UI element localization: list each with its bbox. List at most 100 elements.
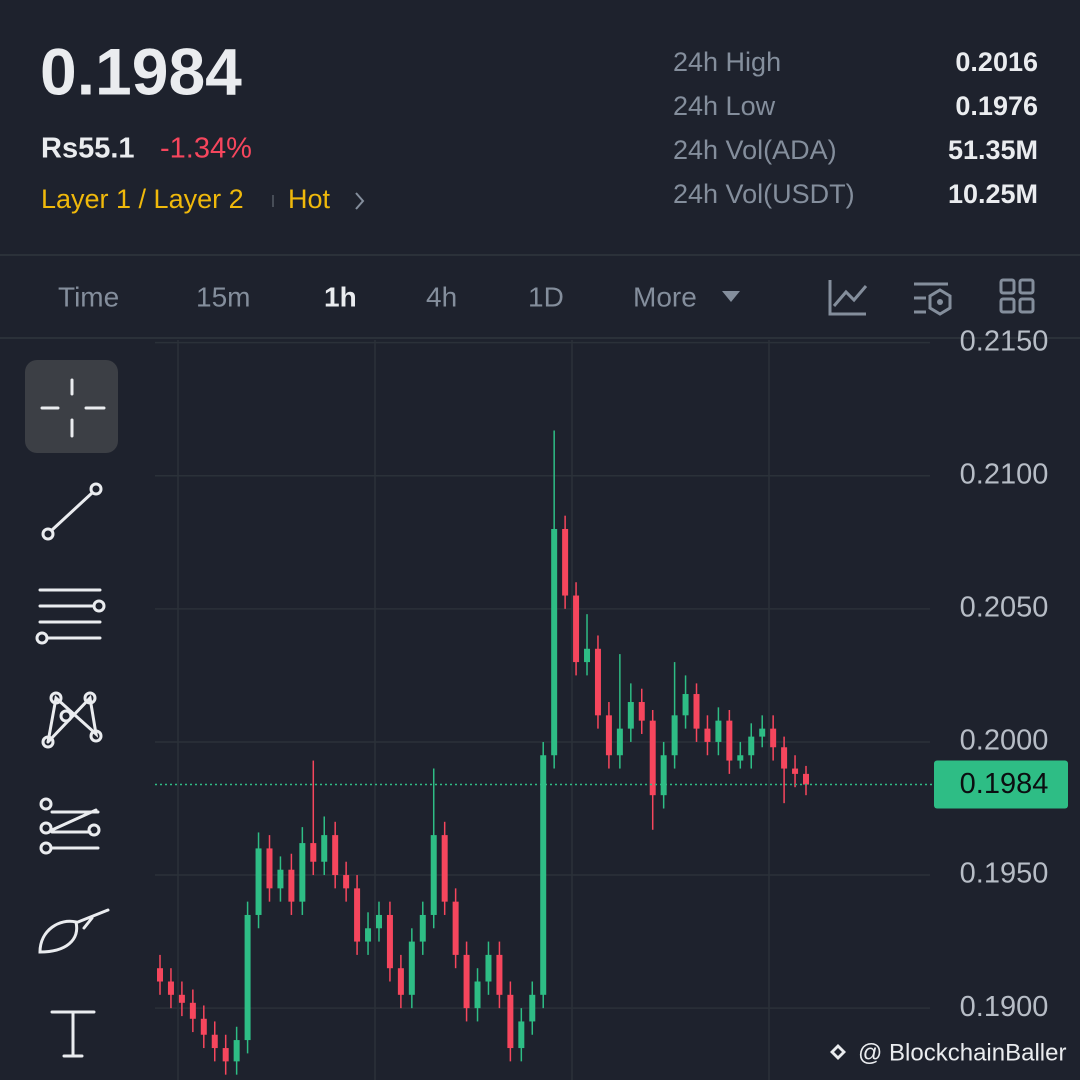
- candle-body: [605, 715, 612, 756]
- price: 0.1984: [40, 34, 242, 108]
- tag[interactable]: Layer 1 / Layer 2: [41, 184, 244, 214]
- chart: 0.2150 0.2100 0.2050 0.2000 0.1950 0.1900 0.19…: [155, 325, 1068, 1080]
- candle-body: [200, 1018, 207, 1035]
- candle-body: [781, 747, 788, 769]
- candle-body: [671, 715, 678, 756]
- candle-body: [375, 914, 382, 929]
- tool-active[interactable]: [25, 360, 118, 453]
- candle-body: [408, 941, 415, 995]
- last-price-tag: [934, 760, 1068, 809]
- y-tick-label: 0.2050: [960, 592, 1049, 624]
- interval-tab[interactable]: 15m: [196, 281, 250, 312]
- candle-body: [419, 914, 426, 942]
- candle-body: [660, 755, 667, 796]
- candle-body: [638, 702, 645, 721]
- interval-tabs: Time 15m 1h 4h 1D More: [58, 281, 697, 312]
- candle-body: [299, 843, 306, 902]
- candle-body: [222, 1048, 229, 1062]
- candle-body: [496, 954, 503, 995]
- y-tick-label: 0.2100: [960, 458, 1049, 490]
- candle-body: [518, 1021, 525, 1049]
- candle-body: [332, 835, 339, 876]
- drawing-toolbar: [25, 360, 118, 1058]
- candle-body: [682, 694, 689, 716]
- candle-body: [343, 875, 350, 889]
- candle-body: [310, 843, 317, 862]
- line-tool[interactable]: [41, 482, 103, 541]
- candle-body: [507, 994, 514, 1049]
- candle-body: [649, 720, 656, 796]
- candle-body: [386, 914, 393, 969]
- candle-body: [452, 901, 459, 955]
- tag[interactable]: Hot: [288, 184, 331, 214]
- fiat-price: Rs55.1: [41, 133, 135, 165]
- settings-icon[interactable]: [914, 282, 952, 316]
- candle-body: [803, 773, 809, 785]
- price-change: -1.34%: [160, 133, 252, 165]
- candle-body: [474, 981, 481, 1009]
- stat-value: 51.35M: [948, 135, 1038, 165]
- candle-body: [551, 528, 558, 756]
- layout-icon[interactable]: [999, 278, 1035, 314]
- interval-tab[interactable]: Time: [58, 281, 119, 312]
- candle-body: [441, 835, 448, 902]
- candle-body: [485, 954, 492, 982]
- y-tick-label: 0.2150: [960, 325, 1049, 357]
- candle-body: [748, 736, 755, 756]
- interval-tab[interactable]: 1D: [528, 281, 564, 312]
- candle-body: [255, 848, 262, 915]
- tag-separator: [272, 195, 274, 207]
- text-tool[interactable]: [50, 1010, 96, 1058]
- candle-body: [726, 720, 733, 761]
- candle-body: [397, 968, 404, 995]
- indicator-icon[interactable]: [828, 280, 868, 316]
- candle-body: [616, 728, 623, 756]
- dropdown-arrow[interactable]: [722, 291, 740, 302]
- watermark-logo: [830, 1044, 846, 1060]
- brush-tool[interactable]: [38, 908, 110, 954]
- candle-body: [562, 528, 569, 596]
- candle-body: [594, 648, 601, 716]
- y-tick-label: 0.2000: [960, 725, 1049, 757]
- candle-body: [189, 1002, 196, 1019]
- interval-tab[interactable]: 4h: [426, 281, 457, 312]
- candle-body: [354, 888, 361, 942]
- stat-value: 0.2016: [955, 47, 1038, 77]
- stats: 24h High 0.2016 24h Low 0.1976 24h Vol(ADA) 5…: [673, 47, 1038, 209]
- candle-body: [430, 835, 437, 915]
- candle-body: [584, 648, 591, 663]
- candle-body: [573, 595, 580, 663]
- candle-body: [540, 755, 547, 995]
- candle-body: [759, 728, 766, 737]
- fib-tool[interactable]: [39, 797, 101, 855]
- candle-body: [178, 994, 185, 1003]
- candle-body: [704, 728, 711, 742]
- last-price-label: 0.1984: [960, 768, 1049, 800]
- candle-body: [792, 768, 799, 774]
- interval-tab[interactable]: More: [633, 281, 697, 312]
- watermark: @ BlockchainBaller: [858, 1039, 1066, 1066]
- stat-label: 24h Low: [673, 91, 776, 121]
- parallel-tool[interactable]: [35, 588, 106, 645]
- stat-label: 24h High: [673, 47, 781, 77]
- candle-body: [211, 1034, 218, 1049]
- candle-body: [627, 702, 634, 729]
- y-tick-label: 0.1900: [960, 991, 1049, 1023]
- candle-body: [157, 968, 163, 982]
- stat-value: 10.25M: [948, 179, 1038, 209]
- chevron[interactable]: [355, 192, 365, 210]
- candle-body: [233, 1040, 240, 1062]
- candle-body: [737, 755, 744, 761]
- crosshair-tool[interactable]: [40, 378, 106, 438]
- interval-tab[interactable]: 1h: [324, 281, 357, 312]
- stat-label: 24h Vol(USDT): [673, 179, 855, 209]
- candle-body: [463, 954, 470, 1009]
- candle-body: [715, 720, 722, 742]
- candle-body: [288, 869, 295, 902]
- candle-body: [693, 694, 700, 729]
- candle-body: [770, 728, 777, 748]
- candle-body: [365, 928, 372, 942]
- pattern-tool[interactable]: [41, 691, 103, 749]
- candle-body: [167, 981, 174, 995]
